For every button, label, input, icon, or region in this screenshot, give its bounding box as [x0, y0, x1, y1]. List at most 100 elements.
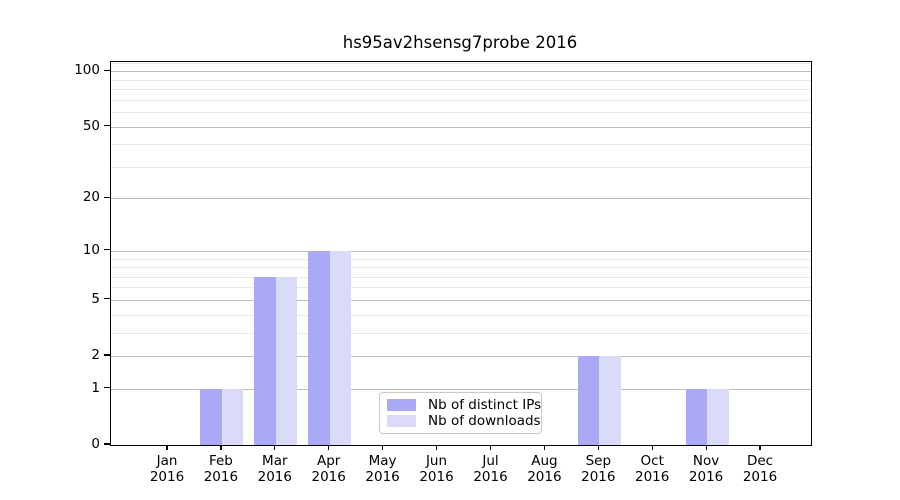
x-tick-label-year-jun: 2016 — [419, 469, 454, 485]
gridline-minor-3 — [111, 332, 811, 334]
gridline-major-5 — [111, 299, 811, 301]
gridline-minor-80 — [111, 89, 811, 90]
y-tick-label-20: 20 — [82, 189, 100, 206]
x-tick-label-may: May 2016 — [352, 453, 414, 485]
x-tick-label-dec: Dec 2016 — [729, 453, 791, 485]
x-tick-label-jul: Jul 2016 — [460, 453, 522, 485]
x-tick-label-month-feb: Feb — [208, 453, 233, 469]
gridline-minor-4 — [111, 314, 811, 316]
y-tick-mark-50 — [104, 124, 110, 127]
x-tick-label-apr: Apr 2016 — [298, 453, 360, 485]
gridline-major-2 — [111, 356, 811, 357]
x-tick-label-year-aug: 2016 — [527, 469, 562, 485]
x-tick-label-month-nov: Nov — [692, 453, 720, 469]
x-tick-mark-mar — [274, 445, 276, 450]
x-tick-mark-apr — [328, 445, 330, 450]
bar-downloads-feb — [221, 388, 244, 445]
gridline-minor-110 — [111, 63, 811, 65]
gridline-minor-90 — [111, 79, 811, 81]
bar-distinct-ips-apr — [308, 250, 330, 445]
x-tick-mark-may — [382, 445, 384, 450]
x-tick-label-aug: Aug 2016 — [513, 453, 575, 485]
x-tick-label-sep: Sep 2016 — [567, 453, 629, 485]
bar-downloads-apr — [329, 250, 352, 445]
gridline-major-50 — [111, 126, 811, 128]
gridline-minor-7 — [111, 276, 811, 278]
x-tick-label-year-nov: 2016 — [688, 469, 724, 485]
x-tick-mark-oct — [651, 445, 653, 450]
x-tick-label-year-dec: 2016 — [742, 469, 778, 485]
legend-item-downloads: Nb of downloads — [387, 414, 541, 428]
legend-label-downloads: Nb of downloads — [428, 413, 541, 429]
x-tick-label-month-jul: Jul — [482, 453, 499, 469]
grid-layer — [111, 62, 811, 445]
x-tick-mark-jan — [166, 445, 168, 450]
x-tick-mark-nov — [705, 445, 707, 450]
bar-distinct-ips-nov — [685, 388, 708, 445]
y-tick-label-2: 2 — [91, 347, 100, 363]
y-tick-label-1: 1 — [91, 379, 100, 396]
x-tick-mark-aug — [543, 445, 546, 450]
x-tick-label-month-apr: Apr — [317, 453, 341, 469]
x-tick-label-year-feb: 2016 — [203, 469, 239, 485]
bar-downloads-nov — [707, 388, 729, 445]
y-tick-label-10: 10 — [82, 241, 100, 258]
x-tick-label-month-aug: Aug — [531, 453, 558, 469]
legend-swatch-downloads — [387, 415, 416, 427]
chart-title: hs95av2hsensg7probe 2016 — [342, 33, 578, 52]
gridline-minor-70 — [111, 99, 811, 101]
gridline-minor-6 — [111, 287, 811, 289]
bar-distinct-ips-mar — [254, 276, 276, 445]
gridline-minor-8 — [111, 267, 811, 268]
x-tick-label-nov: Nov 2016 — [675, 453, 737, 485]
gridline-minor-30 — [111, 166, 811, 168]
x-tick-mark-jun — [435, 445, 438, 450]
x-tick-label-oct: Oct 2016 — [621, 453, 683, 485]
gridline-major-1 — [111, 388, 811, 390]
bar-distinct-ips-sep — [577, 356, 600, 445]
x-tick-label-year-jan: 2016 — [149, 469, 185, 485]
x-tick-mark-jul — [489, 445, 492, 450]
x-tick-label-year-mar: 2016 — [257, 469, 292, 485]
x-tick-label-mar: Mar 2016 — [244, 453, 306, 485]
y-tick-mark-20 — [104, 196, 110, 198]
x-tick-label-year-apr: 2016 — [311, 469, 346, 485]
x-tick-mark-feb — [220, 445, 222, 450]
x-tick-mark-dec — [759, 445, 761, 450]
legend-swatch-distinct-ips — [387, 399, 416, 411]
x-tick-label-jan: Jan 2016 — [136, 453, 198, 485]
x-tick-label-month-sep: Sep — [585, 453, 612, 469]
bars-layer — [111, 62, 811, 445]
legend: Nb of distinct IPs Nb of downloads — [379, 392, 542, 434]
legend-item-distinct-ips: Nb of distinct IPs — [387, 398, 541, 412]
legend-label-distinct-ips: Nb of distinct IPs — [428, 397, 542, 413]
y-tick-mark-10 — [104, 249, 110, 251]
x-tick-label-jun: Jun 2016 — [406, 453, 468, 485]
y-tick-mark-5 — [104, 298, 110, 300]
y-tick-mark-100 — [104, 69, 110, 71]
bar-distinct-ips-feb — [200, 388, 222, 445]
y-tick-mark-1 — [104, 387, 110, 389]
x-tick-label-month-oct: Oct — [640, 453, 664, 469]
y-tick-mark-2 — [104, 354, 110, 356]
x-tick-label-year-oct: 2016 — [635, 469, 670, 485]
x-tick-label-feb: Feb 2016 — [190, 453, 252, 485]
x-tick-label-month-jun: Jun — [425, 453, 448, 469]
x-tick-label-month-dec: Dec — [746, 453, 774, 469]
x-tick-mark-sep — [597, 445, 599, 450]
x-tick-label-month-jan: Jan — [156, 453, 178, 469]
bar-downloads-sep — [599, 356, 621, 445]
gridline-minor-60 — [111, 111, 811, 113]
gridline-minor-9 — [111, 258, 811, 260]
y-tick-label-0: 0 — [91, 436, 100, 452]
x-tick-label-year-jul: 2016 — [473, 469, 508, 485]
gridline-minor-40 — [111, 144, 811, 146]
x-tick-label-year-may: 2016 — [365, 469, 400, 485]
y-tick-label-50: 50 — [82, 117, 100, 134]
bar-downloads-mar — [275, 276, 298, 445]
x-tick-label-month-may: May — [368, 453, 397, 469]
y-tick-mark-0 — [104, 443, 110, 445]
x-tick-label-month-mar: Mar — [262, 453, 288, 469]
y-tick-label-100: 100 — [74, 62, 100, 79]
